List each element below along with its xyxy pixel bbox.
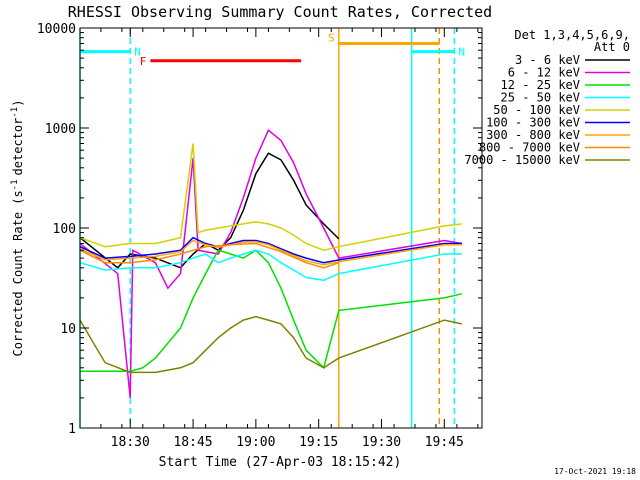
legend-label-8: 800 - 7000 keV bbox=[479, 141, 580, 155]
y-tick-label: 1000 bbox=[45, 122, 76, 137]
series-line-9 bbox=[79, 315, 463, 374]
y-axis-label-close: ) bbox=[11, 100, 25, 107]
flag-label-F: F bbox=[140, 55, 147, 68]
y-tick-label: 10000 bbox=[37, 22, 76, 37]
legend-header-line-1: Det 1,3,4,5,6,9, bbox=[514, 28, 630, 42]
legend-header-line-2: Att 0 bbox=[594, 40, 630, 54]
series-line-2 bbox=[79, 128, 463, 398]
footer-date: 17-Oct-2021 19:18 bbox=[554, 467, 636, 476]
legend-label-2: 6 - 12 keV bbox=[508, 66, 580, 80]
flag-label-N: N bbox=[134, 46, 141, 59]
y-axis-label-unit: detector bbox=[11, 118, 25, 176]
y-axis-label-sup-2: -1 bbox=[10, 107, 20, 118]
x-tick-label: 19:30 bbox=[362, 435, 401, 450]
x-tick-label: 19:15 bbox=[299, 435, 338, 450]
plot-area: FN NS bbox=[79, 28, 465, 428]
legend-label-1: 3 - 6 keV bbox=[515, 53, 580, 67]
x-tick-label: 18:30 bbox=[111, 435, 150, 450]
x-axis-label: Start Time (27-Apr-03 18:15:42) bbox=[159, 455, 402, 470]
series-line-6 bbox=[79, 236, 462, 264]
flag-label-S: S bbox=[328, 31, 335, 44]
y-tick-label: 1 bbox=[68, 422, 76, 437]
legend-label-3: 12 - 25 keV bbox=[501, 78, 580, 92]
legend-label-9: 7000 - 15000 keV bbox=[464, 153, 580, 167]
x-tick-label: 18:45 bbox=[173, 435, 212, 450]
legend-label-4: 25 - 50 keV bbox=[501, 91, 580, 105]
legend-label-5: 50 - 100 keV bbox=[493, 103, 580, 117]
series-line-7 bbox=[79, 239, 462, 266]
series-line-5 bbox=[79, 143, 462, 251]
x-tick-label: 19:00 bbox=[236, 435, 275, 450]
flag-label-N: N bbox=[458, 46, 465, 59]
y-axis-label-main: Corrected Count Rate (s bbox=[11, 190, 25, 356]
legend-label-6: 100 - 300 keV bbox=[486, 116, 580, 130]
y-tick-label: 10 bbox=[60, 322, 76, 337]
y-axis-label-sup-1: -1 bbox=[10, 179, 20, 190]
series-line-4 bbox=[79, 249, 462, 282]
series-line-8 bbox=[79, 242, 340, 269]
x-tick-label: 19:45 bbox=[425, 435, 464, 450]
y-axis-label: Corrected Count Rate (s-1detector-1) bbox=[10, 100, 25, 357]
series-line-1 bbox=[79, 152, 340, 269]
chart-title: RHESSI Observing Summary Count Rates, Co… bbox=[68, 3, 492, 21]
legend-label-7: 300 - 800 keV bbox=[486, 128, 580, 142]
y-tick-label: 100 bbox=[53, 222, 76, 237]
